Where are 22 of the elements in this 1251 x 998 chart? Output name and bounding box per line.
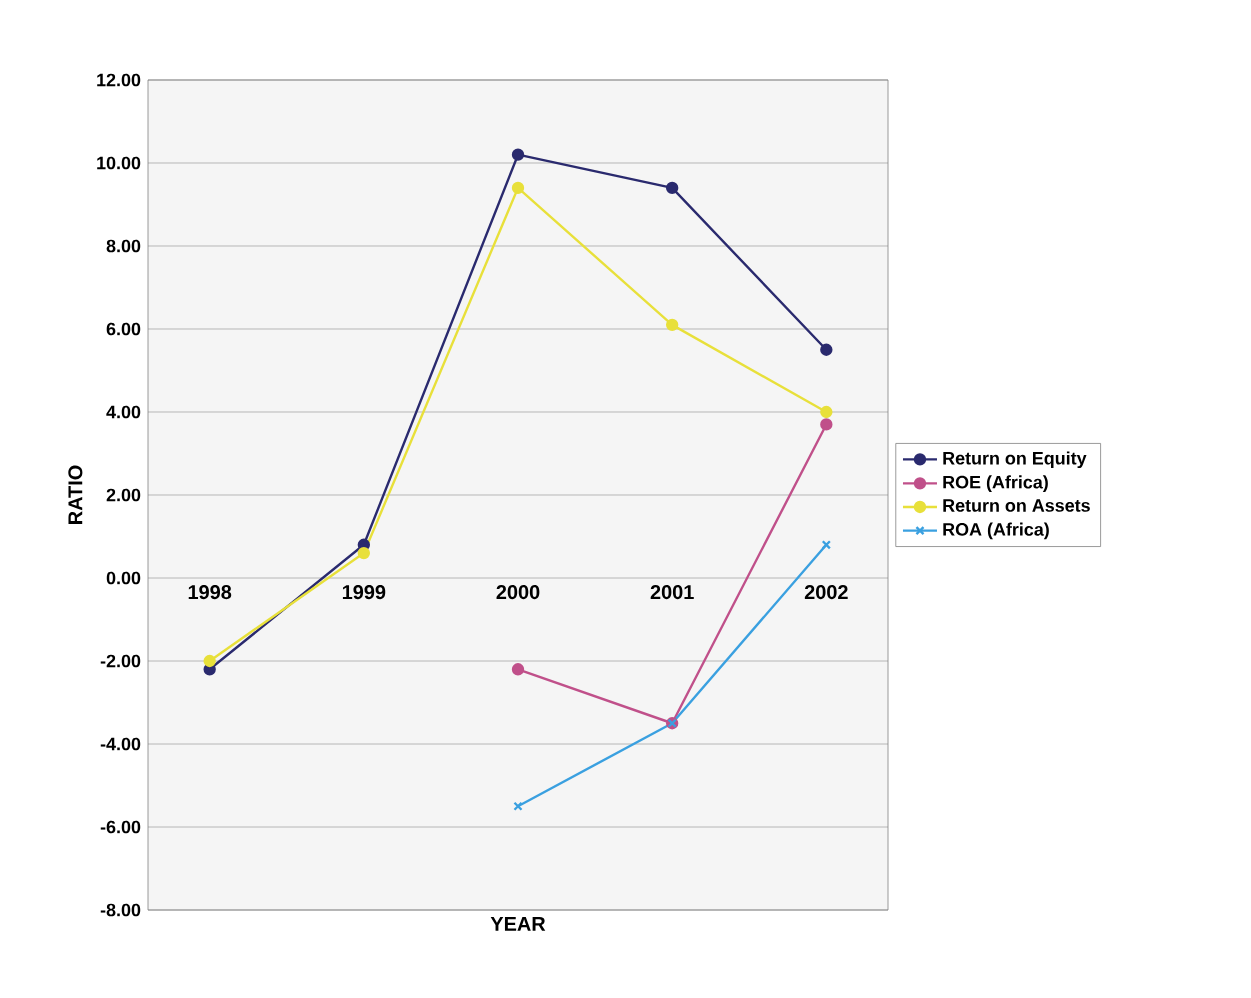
legend-label: ROE (Africa) <box>943 475 1048 493</box>
x-tick-label: 2000 <box>496 585 540 600</box>
legend-label: Return on Equity <box>943 451 1087 469</box>
y-tick-label: 12.00 <box>97 73 141 87</box>
y-tick-label: -6.00 <box>100 820 141 834</box>
y-tick-label: 10.00 <box>97 156 141 170</box>
legend-label: ROA (Africa) <box>943 522 1049 540</box>
y-tick-label: 0.00 <box>106 571 141 585</box>
y-tick-label: 8.00 <box>106 239 141 253</box>
y-tick-label: 4.00 <box>106 405 141 419</box>
y-tick-label: 2.00 <box>106 488 141 502</box>
x-tick-label: 2002 <box>804 585 848 600</box>
y-tick-label: -8.00 <box>100 903 141 917</box>
x-tick-label: 1998 <box>188 585 232 600</box>
y-tick-label: -2.00 <box>100 654 141 668</box>
x-tick-label: 2001 <box>650 585 694 600</box>
legend-label: Return on Assets <box>943 499 1090 512</box>
x-tick-label: 1999 <box>342 585 386 600</box>
y-tick-label: 6.00 <box>106 322 141 336</box>
y-tick-label: -4.00 <box>100 737 141 751</box>
x-axis-title: YEAR <box>490 917 546 931</box>
y-axis-title: RATIO <box>68 465 83 524</box>
